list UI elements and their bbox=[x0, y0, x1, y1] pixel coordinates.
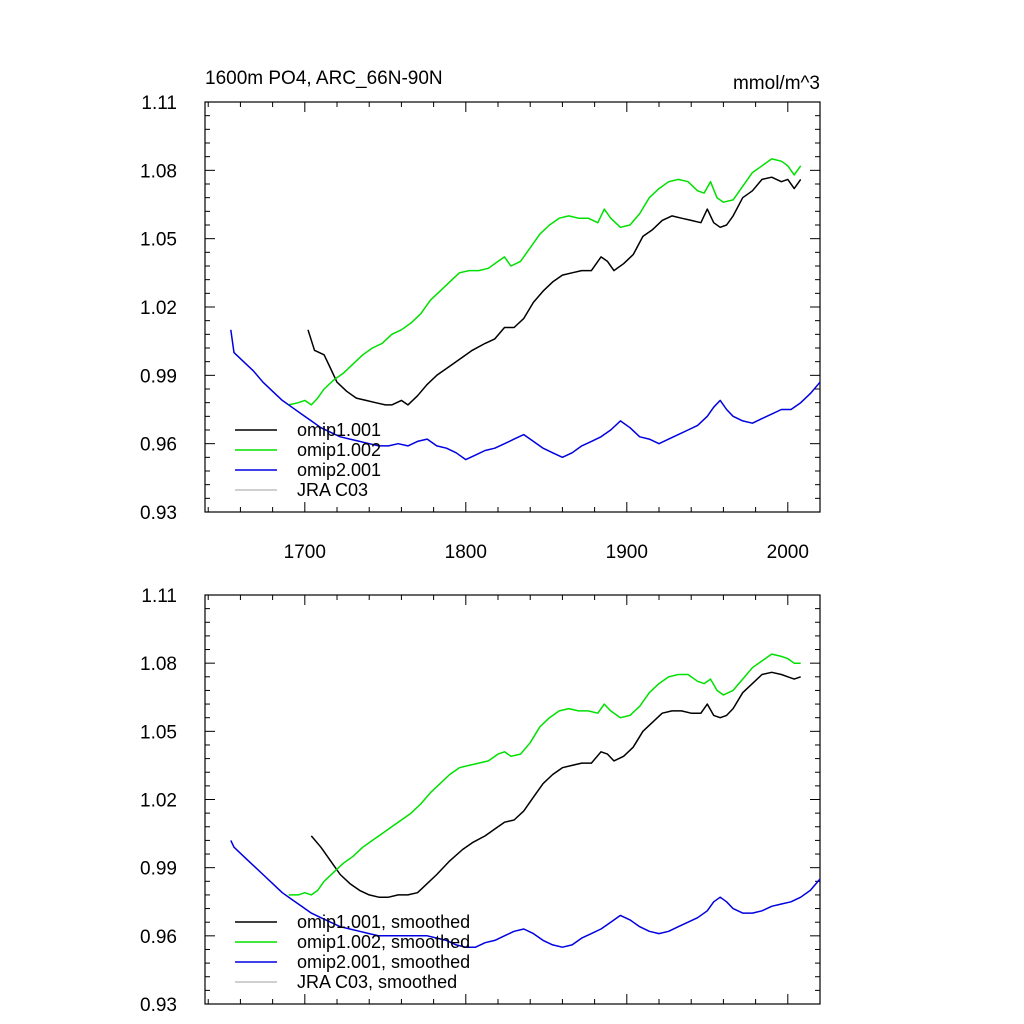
x-tick-label: 1800 bbox=[445, 542, 487, 563]
y-tick-label: 1.02 bbox=[140, 791, 177, 812]
legend-label: omip1.001, smoothed bbox=[297, 912, 470, 932]
y-tick-label: 1.11 bbox=[141, 586, 177, 607]
y-tick-label: 1.05 bbox=[140, 722, 177, 743]
series-line-omip2-001 bbox=[230, 329, 821, 461]
series-line-omip1-001 bbox=[307, 176, 802, 406]
y-tick-label: 1.08 bbox=[140, 654, 177, 675]
chart-panel-2: 0.93 0.96 0.99 1.02 1.05 1.08 1.11 omip1.001, s… bbox=[140, 586, 821, 1016]
chart-panel-1: 0.93 0.96 0.99 1.02 1.05 1.08 1.11 1700 1800 1900… bbox=[140, 68, 821, 563]
series-line-omip2-001 bbox=[230, 840, 821, 948]
legend-label: JRA C03 bbox=[297, 480, 368, 500]
legend-label: JRA C03, smoothed bbox=[297, 972, 457, 992]
series-line-omip1-001 bbox=[310, 671, 801, 898]
legend-label: omip2.001, smoothed bbox=[297, 952, 470, 972]
y-tick-label: 0.93 bbox=[140, 503, 177, 524]
y-tick-label: 0.99 bbox=[140, 366, 177, 387]
y-tick-label: 1.02 bbox=[140, 298, 177, 319]
y-tick-label: 1.11 bbox=[141, 93, 177, 114]
legend-label: omip1.002, smoothed bbox=[297, 932, 470, 952]
y-tick-label: 1.08 bbox=[140, 161, 177, 182]
legend-label: omip2.001 bbox=[297, 460, 381, 480]
y-tick-label: 0.93 bbox=[140, 995, 177, 1016]
y-tick-label: 0.99 bbox=[140, 859, 177, 880]
x-tick-label: 1700 bbox=[284, 542, 326, 563]
series-line-omip1-002 bbox=[288, 158, 802, 406]
y-tick-label: 0.96 bbox=[140, 435, 177, 456]
series-line-omip1-002 bbox=[288, 653, 801, 896]
y-tick-label: 0.96 bbox=[140, 927, 177, 948]
legend-label: omip1.002 bbox=[297, 440, 381, 460]
chart-title: 1600m PO4, ARC_66N-90N bbox=[205, 68, 443, 89]
x-tick-label: 2000 bbox=[767, 542, 809, 563]
y-tick-label: 1.05 bbox=[140, 230, 177, 251]
x-tick-label: 1900 bbox=[606, 542, 648, 563]
units-label: mmol/m^3 bbox=[733, 73, 820, 94]
legend-label: omip1.001 bbox=[297, 420, 381, 440]
